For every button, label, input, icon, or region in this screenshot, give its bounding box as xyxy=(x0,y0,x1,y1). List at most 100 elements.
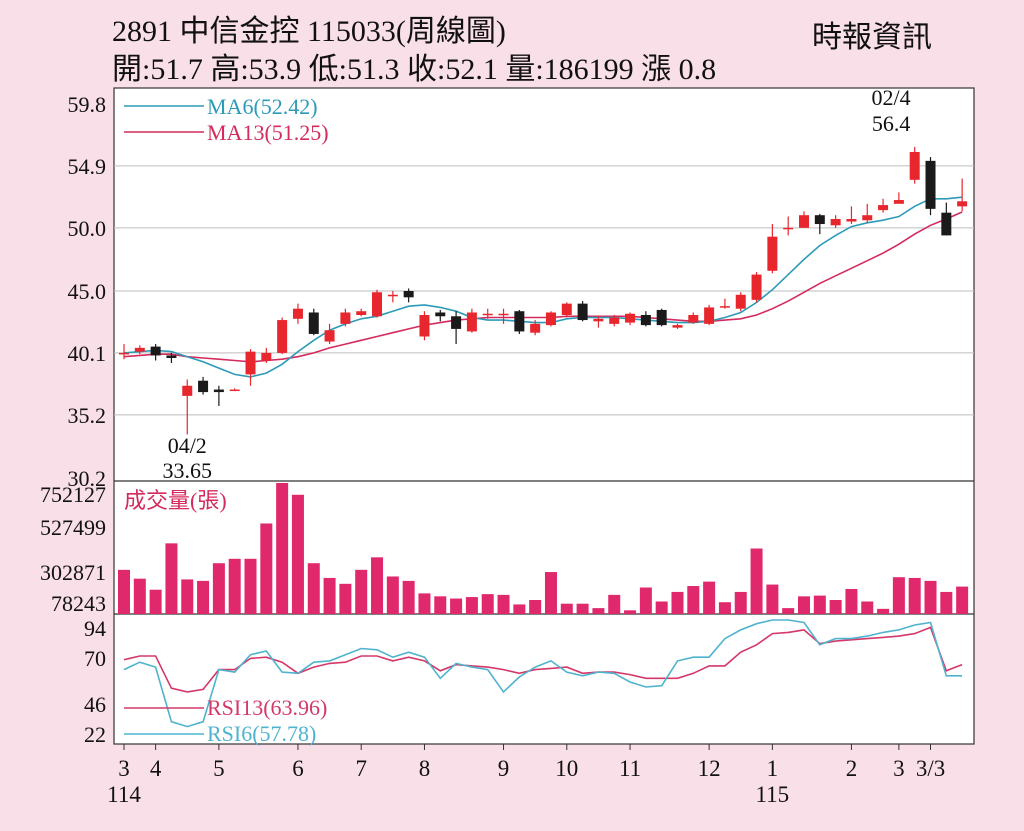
volume-bar xyxy=(212,563,225,614)
price-tick-label: 30.2 xyxy=(68,466,107,491)
ma13-legend-label: MA13(51.25) xyxy=(207,120,329,145)
candle xyxy=(688,315,699,323)
candle xyxy=(324,330,335,342)
volume-bar xyxy=(497,594,510,614)
rsi-tick-label: 22 xyxy=(84,722,106,747)
candle xyxy=(451,316,462,329)
volume-bar xyxy=(750,548,763,614)
high-annotation-value: 56.4 xyxy=(872,111,911,136)
volume-bar xyxy=(782,608,795,614)
candle xyxy=(719,306,730,308)
x-year-label: 114 xyxy=(107,782,141,807)
volume-bar xyxy=(450,598,463,614)
candle xyxy=(119,352,129,355)
candle xyxy=(261,352,272,361)
volume-bar xyxy=(228,558,241,614)
volume-bar xyxy=(513,604,526,614)
volume-bar xyxy=(687,586,700,614)
x-tick-label: 11 xyxy=(619,756,641,781)
volume-bar xyxy=(655,601,668,614)
rsi6-line xyxy=(123,619,963,728)
volume-bar xyxy=(608,594,621,614)
candle xyxy=(941,212,952,236)
candle xyxy=(213,389,224,393)
candle xyxy=(292,308,303,319)
volume-bar xyxy=(544,572,557,614)
ma6-legend-label: MA6(52.42) xyxy=(207,94,318,119)
volume-tick-label: 527499 xyxy=(40,515,106,540)
candle xyxy=(356,311,367,316)
candle xyxy=(957,201,968,207)
price-tick-label: 54.9 xyxy=(68,154,107,179)
volume-bar xyxy=(877,608,890,614)
volume-bar xyxy=(892,577,905,614)
candle xyxy=(308,312,319,334)
x-tick-label: 2 xyxy=(846,756,858,781)
x-tick-label: 9 xyxy=(498,756,510,781)
chart-title: 2891 中信金控 115033(周線圖) xyxy=(112,15,506,48)
volume-bar xyxy=(956,586,969,614)
x-tick-label: 4 xyxy=(150,756,162,781)
candle xyxy=(198,380,209,393)
candle xyxy=(893,200,904,204)
x-tick-label: 6 xyxy=(292,756,304,781)
volume-bar xyxy=(244,558,257,614)
volume-tick-label: 78243 xyxy=(51,591,106,616)
candle xyxy=(593,318,604,322)
candle xyxy=(229,389,240,392)
candle xyxy=(704,307,715,324)
x-year-label: 115 xyxy=(756,782,790,807)
x-tick-label: 12 xyxy=(698,756,721,781)
volume-bar xyxy=(133,578,146,614)
candle xyxy=(372,292,383,317)
candle xyxy=(561,303,572,316)
volume-bar xyxy=(766,584,779,614)
candle xyxy=(625,313,636,323)
candle xyxy=(878,205,889,211)
price-tick-label: 59.8 xyxy=(68,92,107,117)
candle xyxy=(735,294,746,309)
volume-bar xyxy=(181,579,194,614)
candle xyxy=(767,236,778,271)
candle xyxy=(166,355,177,358)
volume-bar xyxy=(339,583,352,614)
volume-bar xyxy=(291,494,304,614)
candle xyxy=(656,309,667,326)
volume-bar xyxy=(386,576,399,614)
volume-bar xyxy=(260,523,273,614)
x-tick-label: 5 xyxy=(213,756,225,781)
price-tick-label: 40.1 xyxy=(68,341,107,366)
volume-bar xyxy=(829,600,842,614)
price-tick-label: 50.0 xyxy=(68,216,107,241)
volume-bar xyxy=(861,601,874,614)
volume-bar xyxy=(940,591,953,614)
volume-bar xyxy=(197,580,210,614)
candle xyxy=(672,325,683,328)
candle xyxy=(245,351,256,375)
volume-bar xyxy=(908,577,921,614)
volume-tick-label: 302871 xyxy=(40,560,106,585)
x-tick-label: 10 xyxy=(555,756,578,781)
plot-background xyxy=(113,87,975,745)
high-annotation-date: 02/4 xyxy=(872,85,911,110)
volume-bar xyxy=(718,602,731,614)
candle xyxy=(419,315,430,337)
volume-bar xyxy=(434,596,447,614)
candle xyxy=(862,215,873,221)
volume-bar xyxy=(798,596,810,614)
volume-bar xyxy=(529,600,542,614)
volume-bar xyxy=(465,597,478,614)
low-annotation-date: 04/2 xyxy=(168,433,207,458)
candle xyxy=(403,291,414,298)
candle xyxy=(435,312,446,317)
x-tick-label: 8 xyxy=(419,756,431,781)
volume-bar xyxy=(845,588,858,614)
x-tick-label: 3 xyxy=(118,756,130,781)
candle xyxy=(909,152,920,180)
candle xyxy=(340,312,351,324)
rsi6-legend-label: RSI6(57.78) xyxy=(207,721,316,746)
x-tick-label: 3 xyxy=(893,756,905,781)
candle xyxy=(545,312,556,326)
ma13-line xyxy=(123,211,963,363)
